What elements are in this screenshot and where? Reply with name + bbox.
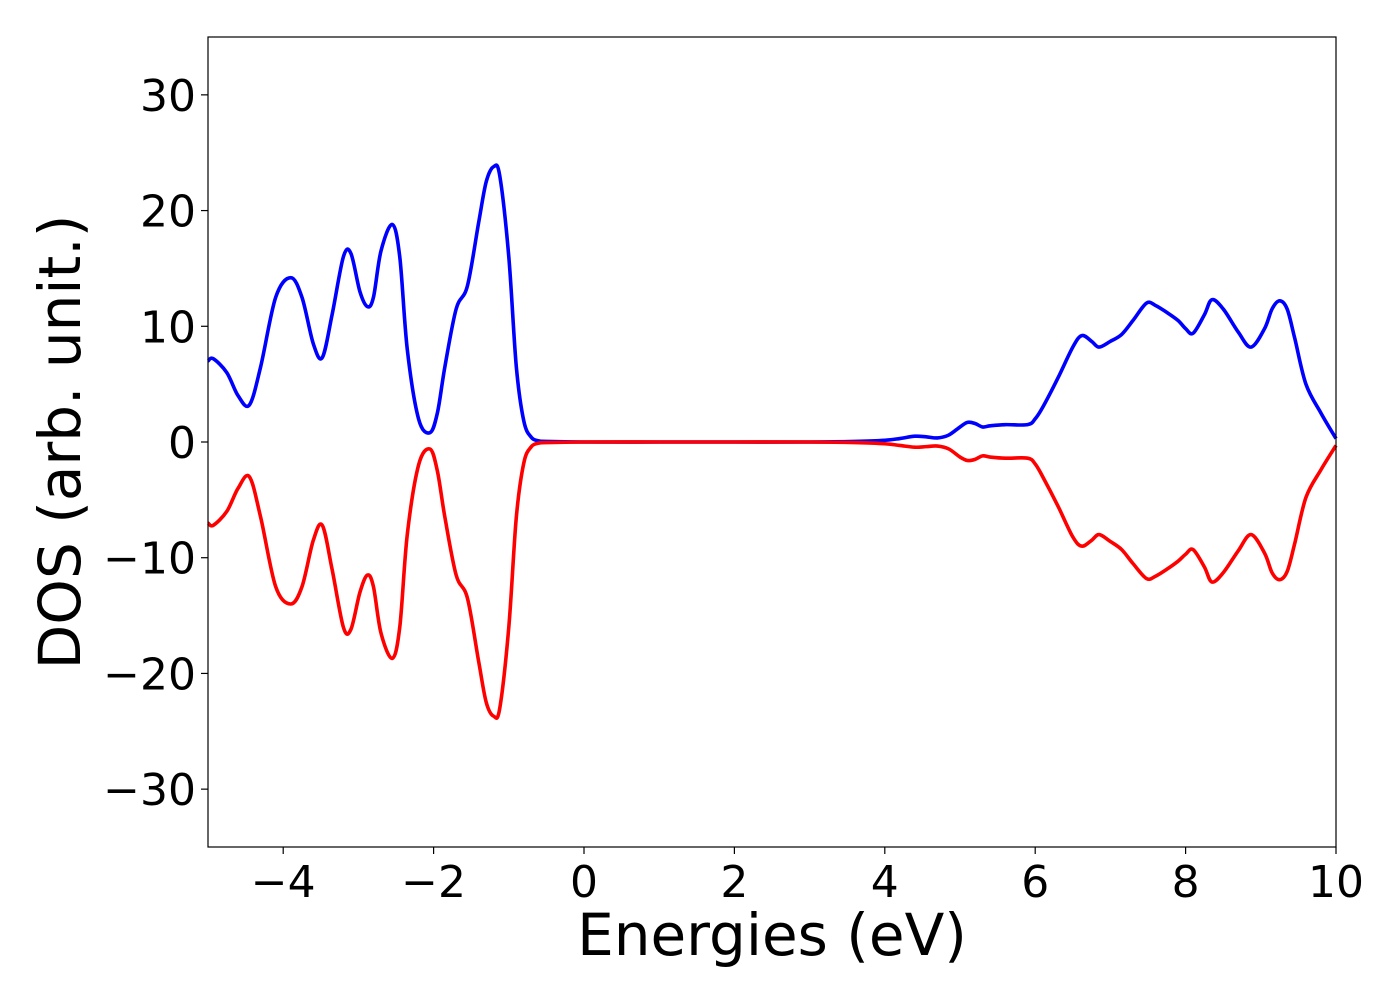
y-tick-label: 20 [140,187,196,238]
y-tick-label: 10 [140,302,196,353]
y-tick-label: 30 [140,71,196,122]
y-tick-label: −30 [103,765,196,816]
series-layer [206,163,1338,720]
y-tick-label: −10 [103,534,196,585]
y-tick-label: 0 [168,418,196,469]
y-axis-ticks: 30 20 10 0 −10 −20 −30 [103,71,208,816]
x-tick-label: −2 [401,857,466,908]
x-tick-label: 10 [1308,857,1364,908]
x-tick-label: 6 [1021,857,1049,908]
x-tick-label: −4 [251,857,316,908]
x-axis-label: Energies (eV) [577,901,967,969]
x-tick-label: 0 [570,857,598,908]
series-line-2 [206,440,1338,720]
x-axis-ticks: −4 −2 0 2 4 6 8 10 [251,847,1364,908]
x-tick-label: 4 [871,857,899,908]
x-tick-label: 2 [720,857,748,908]
y-axis-label: DOS (arb. unit.) [26,215,94,670]
x-tick-label: 8 [1172,857,1200,908]
y-tick-label: −20 [103,649,196,700]
